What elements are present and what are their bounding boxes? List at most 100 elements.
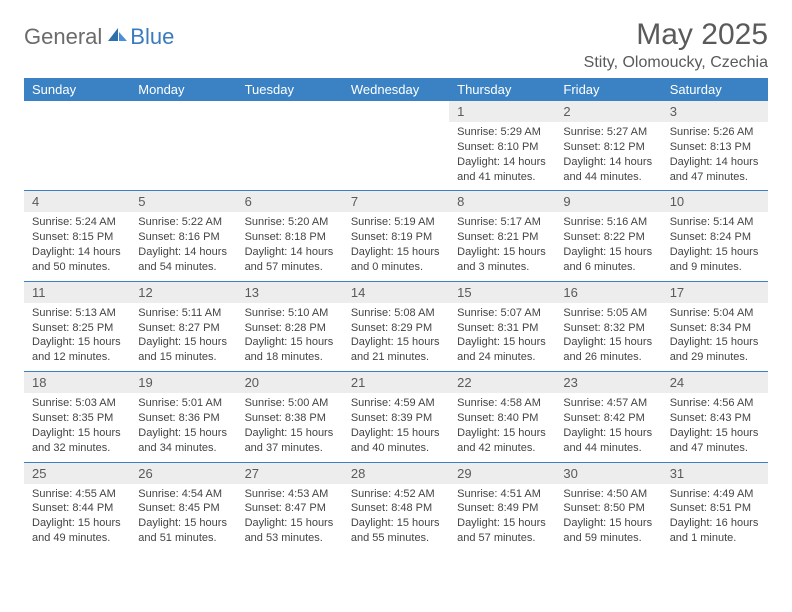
day-data: Sunrise: 5:24 AMSunset: 8:15 PMDaylight:… — [24, 212, 130, 280]
calendar-cell: 14Sunrise: 5:08 AMSunset: 8:29 PMDayligh… — [343, 281, 449, 371]
calendar-cell: 2Sunrise: 5:27 AMSunset: 8:12 PMDaylight… — [555, 101, 661, 191]
day-number: 7 — [343, 191, 449, 212]
calendar-cell: 15Sunrise: 5:07 AMSunset: 8:31 PMDayligh… — [449, 281, 555, 371]
day-header: Friday — [555, 78, 661, 101]
day-data: Sunrise: 5:14 AMSunset: 8:24 PMDaylight:… — [662, 212, 768, 280]
calendar-cell: 20Sunrise: 5:00 AMSunset: 8:38 PMDayligh… — [237, 372, 343, 462]
day-number: 25 — [24, 463, 130, 484]
day-number: 26 — [130, 463, 236, 484]
brand-general: General — [24, 24, 102, 50]
day-number: 21 — [343, 372, 449, 393]
day-data: Sunrise: 4:49 AMSunset: 8:51 PMDaylight:… — [662, 484, 768, 552]
day-number: 12 — [130, 282, 236, 303]
day-data: Sunrise: 5:08 AMSunset: 8:29 PMDaylight:… — [343, 303, 449, 371]
calendar-week: 1Sunrise: 5:29 AMSunset: 8:10 PMDaylight… — [24, 101, 768, 191]
calendar-cell — [130, 101, 236, 191]
day-number: 5 — [130, 191, 236, 212]
location-label: Stity, Olomoucky, Czechia — [584, 54, 768, 72]
day-data: Sunrise: 4:55 AMSunset: 8:44 PMDaylight:… — [24, 484, 130, 552]
calendar-cell — [343, 101, 449, 191]
day-data: Sunrise: 4:56 AMSunset: 8:43 PMDaylight:… — [662, 393, 768, 461]
day-header: Monday — [130, 78, 236, 101]
day-data: Sunrise: 5:10 AMSunset: 8:28 PMDaylight:… — [237, 303, 343, 371]
day-data: Sunrise: 5:07 AMSunset: 8:31 PMDaylight:… — [449, 303, 555, 371]
calendar-cell: 29Sunrise: 4:51 AMSunset: 8:49 PMDayligh… — [449, 462, 555, 552]
calendar-cell: 24Sunrise: 4:56 AMSunset: 8:43 PMDayligh… — [662, 372, 768, 462]
day-number: 14 — [343, 282, 449, 303]
calendar-cell: 27Sunrise: 4:53 AMSunset: 8:47 PMDayligh… — [237, 462, 343, 552]
day-number: 4 — [24, 191, 130, 212]
calendar-cell — [24, 101, 130, 191]
day-number: 2 — [555, 101, 661, 122]
day-header: Saturday — [662, 78, 768, 101]
calendar-cell: 1Sunrise: 5:29 AMSunset: 8:10 PMDaylight… — [449, 101, 555, 191]
day-data: Sunrise: 5:04 AMSunset: 8:34 PMDaylight:… — [662, 303, 768, 371]
calendar-cell: 5Sunrise: 5:22 AMSunset: 8:16 PMDaylight… — [130, 191, 236, 281]
day-number: 10 — [662, 191, 768, 212]
brand-sail-icon — [106, 26, 128, 49]
calendar-week: 4Sunrise: 5:24 AMSunset: 8:15 PMDaylight… — [24, 191, 768, 281]
day-number: 6 — [237, 191, 343, 212]
day-data: Sunrise: 4:52 AMSunset: 8:48 PMDaylight:… — [343, 484, 449, 552]
day-number: 9 — [555, 191, 661, 212]
day-data: Sunrise: 5:05 AMSunset: 8:32 PMDaylight:… — [555, 303, 661, 371]
day-number: 30 — [555, 463, 661, 484]
calendar-body: 1Sunrise: 5:29 AMSunset: 8:10 PMDaylight… — [24, 101, 768, 552]
day-number: 11 — [24, 282, 130, 303]
title-block: May 2025 Stity, Olomoucky, Czechia — [584, 18, 768, 72]
calendar-cell: 19Sunrise: 5:01 AMSunset: 8:36 PMDayligh… — [130, 372, 236, 462]
day-number: 23 — [555, 372, 661, 393]
calendar-cell: 12Sunrise: 5:11 AMSunset: 8:27 PMDayligh… — [130, 281, 236, 371]
calendar-cell: 26Sunrise: 4:54 AMSunset: 8:45 PMDayligh… — [130, 462, 236, 552]
calendar-table: SundayMondayTuesdayWednesdayThursdayFrid… — [24, 78, 768, 552]
day-data: Sunrise: 5:03 AMSunset: 8:35 PMDaylight:… — [24, 393, 130, 461]
day-number: 18 — [24, 372, 130, 393]
calendar-cell: 23Sunrise: 4:57 AMSunset: 8:42 PMDayligh… — [555, 372, 661, 462]
day-number: 28 — [343, 463, 449, 484]
day-number: 3 — [662, 101, 768, 122]
day-data: Sunrise: 5:20 AMSunset: 8:18 PMDaylight:… — [237, 212, 343, 280]
day-data: Sunrise: 5:27 AMSunset: 8:12 PMDaylight:… — [555, 122, 661, 190]
day-data: Sunrise: 5:11 AMSunset: 8:27 PMDaylight:… — [130, 303, 236, 371]
day-number: 29 — [449, 463, 555, 484]
calendar-cell: 10Sunrise: 5:14 AMSunset: 8:24 PMDayligh… — [662, 191, 768, 281]
calendar-cell: 31Sunrise: 4:49 AMSunset: 8:51 PMDayligh… — [662, 462, 768, 552]
calendar-week: 18Sunrise: 5:03 AMSunset: 8:35 PMDayligh… — [24, 372, 768, 462]
day-number: 27 — [237, 463, 343, 484]
calendar-cell: 4Sunrise: 5:24 AMSunset: 8:15 PMDaylight… — [24, 191, 130, 281]
day-data: Sunrise: 5:13 AMSunset: 8:25 PMDaylight:… — [24, 303, 130, 371]
day-data: Sunrise: 5:16 AMSunset: 8:22 PMDaylight:… — [555, 212, 661, 280]
day-number: 8 — [449, 191, 555, 212]
day-number: 16 — [555, 282, 661, 303]
calendar-cell: 7Sunrise: 5:19 AMSunset: 8:19 PMDaylight… — [343, 191, 449, 281]
day-data: Sunrise: 5:29 AMSunset: 8:10 PMDaylight:… — [449, 122, 555, 190]
day-data: Sunrise: 4:50 AMSunset: 8:50 PMDaylight:… — [555, 484, 661, 552]
calendar-cell: 21Sunrise: 4:59 AMSunset: 8:39 PMDayligh… — [343, 372, 449, 462]
calendar-cell: 9Sunrise: 5:16 AMSunset: 8:22 PMDaylight… — [555, 191, 661, 281]
calendar-cell: 11Sunrise: 5:13 AMSunset: 8:25 PMDayligh… — [24, 281, 130, 371]
day-header: Wednesday — [343, 78, 449, 101]
day-data: Sunrise: 5:17 AMSunset: 8:21 PMDaylight:… — [449, 212, 555, 280]
brand-logo: General Blue — [24, 24, 174, 50]
day-number: 15 — [449, 282, 555, 303]
day-number: 31 — [662, 463, 768, 484]
calendar-cell: 3Sunrise: 5:26 AMSunset: 8:13 PMDaylight… — [662, 101, 768, 191]
day-number: 1 — [449, 101, 555, 122]
day-data: Sunrise: 4:59 AMSunset: 8:39 PMDaylight:… — [343, 393, 449, 461]
day-data: Sunrise: 4:53 AMSunset: 8:47 PMDaylight:… — [237, 484, 343, 552]
day-number: 19 — [130, 372, 236, 393]
day-number: 17 — [662, 282, 768, 303]
page-header: General Blue May 2025 Stity, Olomoucky, … — [24, 18, 768, 72]
calendar-cell: 30Sunrise: 4:50 AMSunset: 8:50 PMDayligh… — [555, 462, 661, 552]
day-data: Sunrise: 5:19 AMSunset: 8:19 PMDaylight:… — [343, 212, 449, 280]
day-number: 20 — [237, 372, 343, 393]
day-number: 13 — [237, 282, 343, 303]
day-number: 22 — [449, 372, 555, 393]
calendar-week: 11Sunrise: 5:13 AMSunset: 8:25 PMDayligh… — [24, 281, 768, 371]
day-number: 24 — [662, 372, 768, 393]
day-header: Thursday — [449, 78, 555, 101]
day-data: Sunrise: 5:22 AMSunset: 8:16 PMDaylight:… — [130, 212, 236, 280]
calendar-cell — [237, 101, 343, 191]
calendar-cell: 8Sunrise: 5:17 AMSunset: 8:21 PMDaylight… — [449, 191, 555, 281]
calendar-week: 25Sunrise: 4:55 AMSunset: 8:44 PMDayligh… — [24, 462, 768, 552]
